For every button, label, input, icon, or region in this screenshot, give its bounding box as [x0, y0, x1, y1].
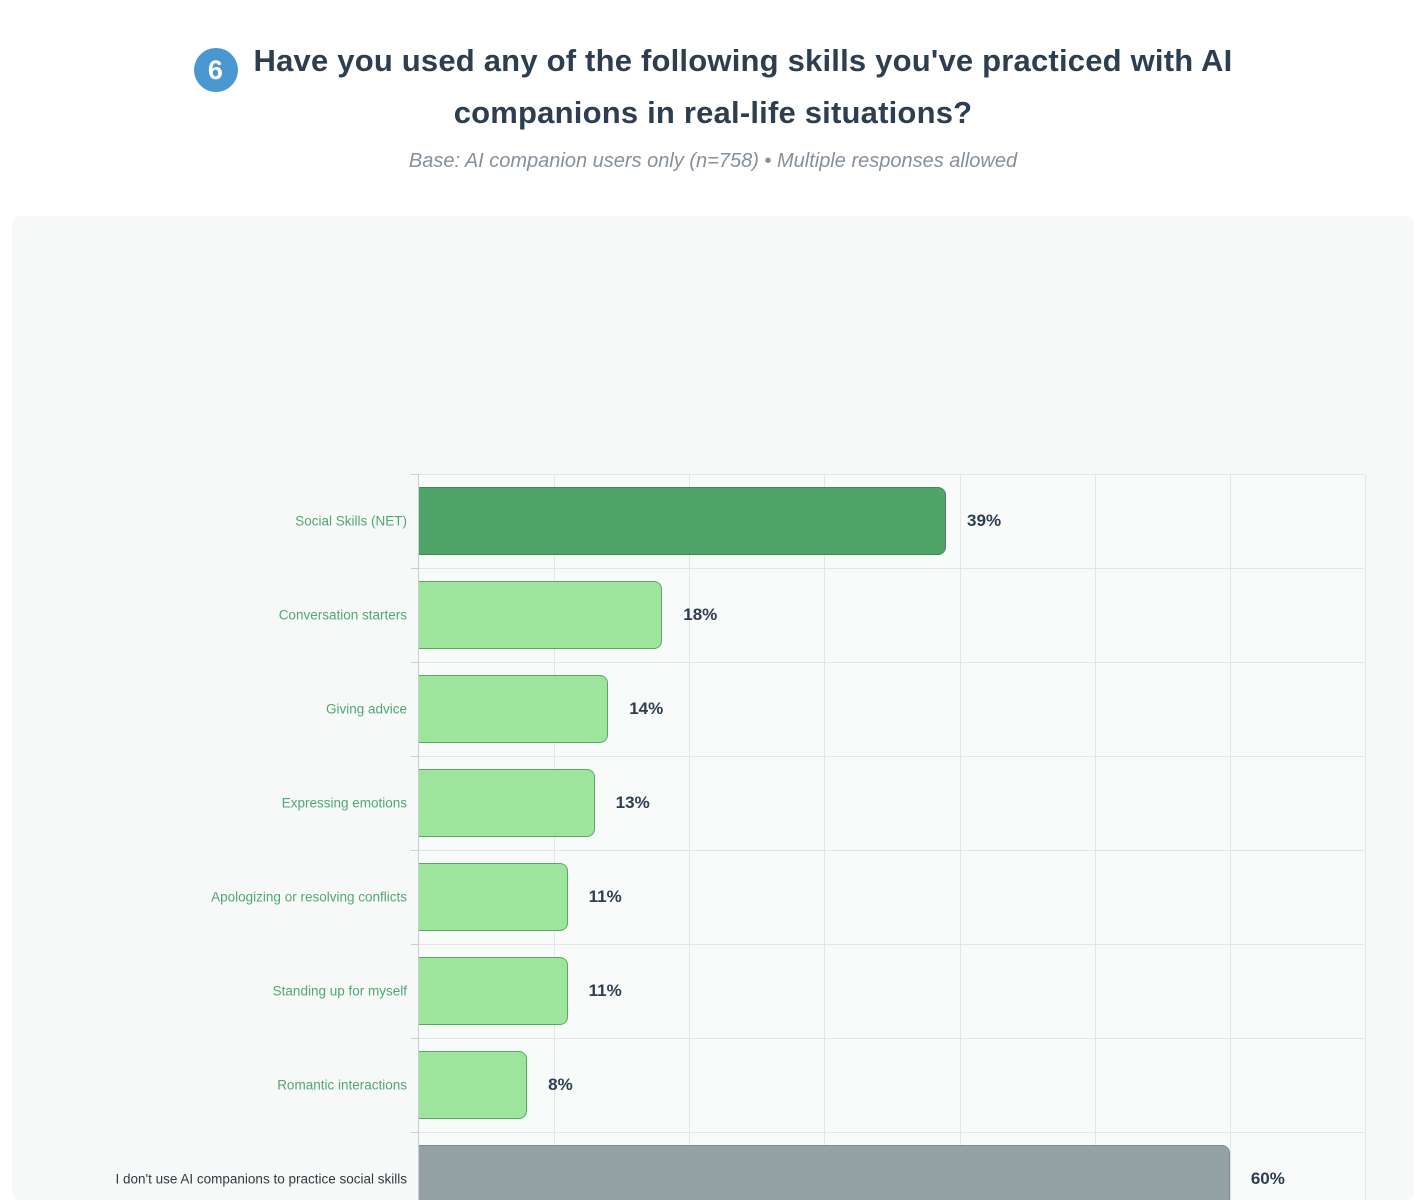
category-label: Giving advice — [325, 701, 407, 717]
horizontal-gridline — [419, 944, 1364, 945]
vertical-gridline — [824, 474, 826, 1200]
value-label: 14% — [629, 699, 664, 718]
vertical-gridline — [959, 474, 961, 1200]
horizontal-gridline — [419, 568, 1364, 569]
y-axis-tick — [411, 1038, 419, 1039]
bar — [419, 1145, 1230, 1200]
y-axis-tick — [411, 756, 419, 757]
horizontal-gridline — [419, 1132, 1364, 1133]
bar-row: Social Skills (NET) 39% — [295, 474, 1364, 568]
plot-area: Percentage of AI Users 0%10%20%30%40%50%… — [116, 474, 1366, 1200]
base-note: Base: AI companion users only (n=758) • … — [408, 149, 1018, 172]
vertical-gridline — [1365, 474, 1366, 1200]
y-axis-tick — [411, 1132, 419, 1133]
category-label: Social Skills (NET) — [295, 513, 407, 529]
y-axis-tick — [411, 850, 419, 851]
bar — [419, 675, 609, 743]
chart-card: Percentage of AI Users 0%10%20%30%40%50%… — [12, 216, 1414, 1200]
bar-row: Apologizing or resolving conflicts 11% — [211, 850, 1364, 944]
y-axis-tick — [411, 568, 419, 569]
category-label: I don't use AI companions to practice so… — [115, 1171, 407, 1187]
question-title-block: 6 Have you used any of the following skil… — [113, 40, 1313, 134]
value-label: 11% — [588, 981, 622, 1000]
question-number-badge: 6 — [193, 48, 238, 93]
value-label: 60% — [1250, 1169, 1285, 1188]
bar — [419, 581, 663, 649]
bar-row: Expressing emotions 13% — [282, 756, 1364, 850]
horizontal-gridline — [419, 1038, 1364, 1039]
value-label: 18% — [683, 605, 718, 624]
bar — [419, 863, 568, 931]
category-label: Expressing emotions — [281, 795, 407, 811]
bar-row: I don't use AI companions to practice so… — [116, 1132, 1364, 1200]
horizontal-gridline — [419, 662, 1364, 663]
y-axis-tick — [411, 474, 419, 475]
category-label: Romantic interactions — [277, 1077, 407, 1093]
vertical-gridline — [689, 474, 691, 1200]
horizontal-gridline — [419, 850, 1364, 851]
bar — [419, 769, 595, 837]
value-label: 8% — [548, 1075, 573, 1094]
bar-row: Conversation starters 18% — [279, 568, 1364, 662]
bar — [419, 1051, 528, 1119]
category-label: Apologizing or resolving conflicts — [211, 889, 407, 905]
y-axis-tick — [411, 662, 419, 663]
vertical-gridline — [554, 474, 556, 1200]
bar-row: Romantic interactions 8% — [277, 1038, 1364, 1132]
bar — [419, 487, 947, 555]
vertical-gridline — [1229, 474, 1231, 1200]
value-label: 13% — [615, 793, 650, 812]
category-label: Standing up for myself — [272, 983, 407, 999]
y-axis-tick — [411, 944, 419, 945]
bar-row: Giving advice 14% — [326, 662, 1364, 756]
chart-header: 6 Have you used any of the following skil… — [0, 40, 1426, 173]
value-label: 11% — [588, 887, 622, 906]
bar-row: Standing up for myself 11% — [273, 944, 1364, 1038]
question-title: Have you used any of the following skill… — [253, 43, 1233, 131]
category-label: Conversation starters — [278, 607, 407, 623]
vertical-gridline — [1094, 474, 1096, 1200]
horizontal-gridline — [419, 756, 1364, 757]
horizontal-gridline — [419, 474, 1364, 475]
bar — [419, 957, 568, 1025]
value-label: 39% — [967, 511, 1002, 530]
